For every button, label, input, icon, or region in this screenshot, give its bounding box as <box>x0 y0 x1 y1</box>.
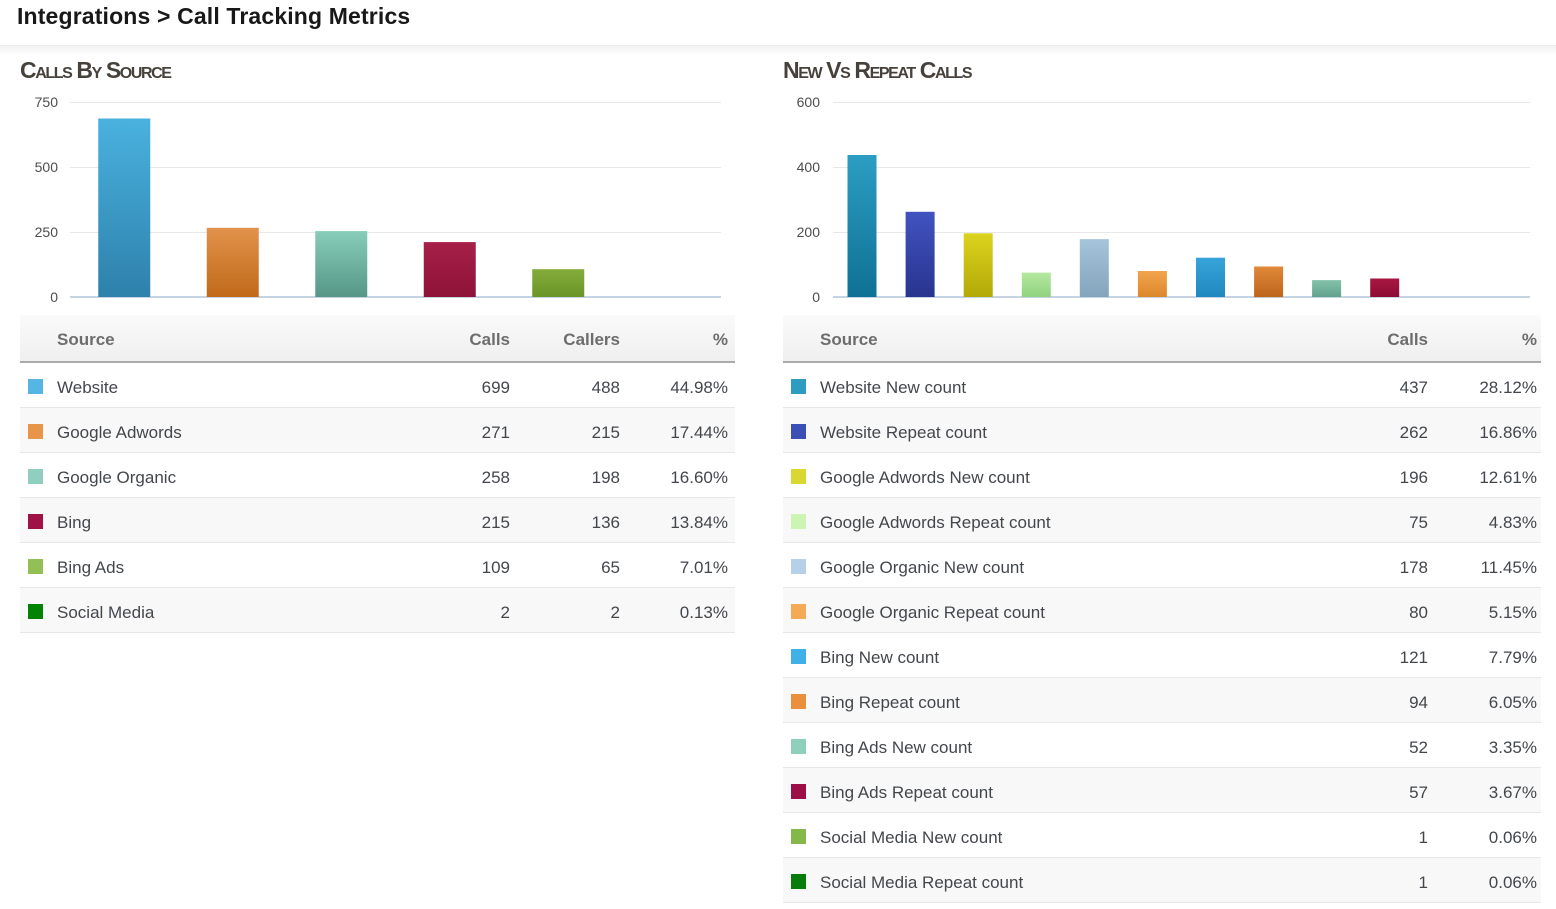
svg-text:400: 400 <box>797 159 821 175</box>
svg-text:0: 0 <box>50 289 58 305</box>
svg-text:250: 250 <box>35 224 59 240</box>
svg-text:0: 0 <box>812 289 820 305</box>
svg-text:200: 200 <box>797 224 821 240</box>
svg-text:500: 500 <box>35 159 59 175</box>
svg-text:750: 750 <box>35 94 59 110</box>
svg-text:600: 600 <box>797 94 821 110</box>
